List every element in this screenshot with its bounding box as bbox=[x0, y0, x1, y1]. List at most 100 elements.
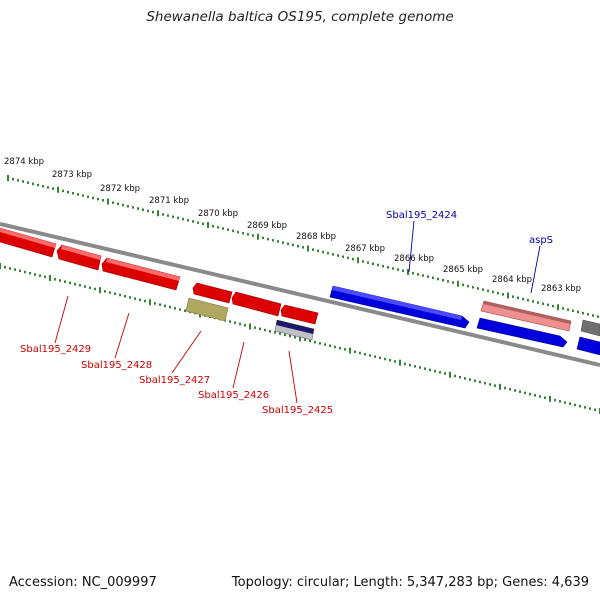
minor-tick bbox=[79, 284, 81, 287]
minor-tick bbox=[364, 352, 366, 356]
minor-tick bbox=[264, 328, 266, 332]
minor-tick bbox=[142, 208, 144, 211]
label-leaders bbox=[54, 220, 541, 404]
minor-tick bbox=[34, 273, 36, 276]
minor-tick bbox=[239, 322, 241, 326]
minor-tick bbox=[489, 383, 491, 386]
minor-tick bbox=[267, 237, 269, 241]
minor-tick bbox=[487, 289, 489, 293]
minor-tick bbox=[337, 254, 339, 257]
minor-tick bbox=[504, 386, 506, 390]
minor-tick bbox=[102, 199, 104, 202]
minor-tick bbox=[279, 332, 281, 335]
minor-tick bbox=[464, 377, 466, 380]
kbp-label: 2868 kbp bbox=[296, 232, 336, 242]
gene-label-sbal195-2427[interactable]: Sbal195_2427 bbox=[139, 375, 210, 386]
minor-tick bbox=[277, 240, 279, 243]
minor-tick bbox=[94, 287, 96, 291]
major-tick bbox=[249, 323, 251, 330]
minor-tick bbox=[74, 282, 76, 286]
minor-tick bbox=[272, 239, 274, 242]
minor-tick bbox=[187, 219, 189, 222]
minor-tick bbox=[37, 183, 39, 187]
minor-tick bbox=[237, 230, 239, 234]
minor-tick bbox=[582, 311, 584, 315]
minor-tick bbox=[184, 309, 186, 312]
gene-label-sbal195-2424[interactable]: Sbal195_2424 bbox=[386, 210, 457, 221]
minor-tick bbox=[137, 207, 139, 210]
minor-tick bbox=[327, 251, 329, 255]
minor-tick bbox=[174, 307, 176, 310]
gene-sbal195-2425-a[interactable] bbox=[280, 304, 319, 325]
minor-tick bbox=[324, 343, 326, 346]
minor-tick bbox=[362, 260, 364, 263]
minor-tick bbox=[112, 201, 114, 204]
pseudo-feature-sbal195-2427[interactable] bbox=[185, 297, 229, 322]
minor-tick bbox=[497, 291, 499, 295]
minor-tick bbox=[514, 389, 516, 392]
minor-tick bbox=[227, 228, 229, 231]
grey-feature[interactable] bbox=[580, 319, 600, 337]
gene-label-sbal195-2425[interactable]: Sbal195_2425 bbox=[262, 405, 333, 416]
major-tick bbox=[407, 269, 409, 275]
minor-tick bbox=[229, 320, 231, 323]
gene-forward-2[interactable] bbox=[476, 317, 568, 348]
major-tick bbox=[207, 222, 209, 228]
minor-tick bbox=[577, 310, 579, 314]
gene-label-sbal195-2426[interactable]: Sbal195_2426 bbox=[198, 390, 269, 401]
gene-label-sbal195-2428[interactable]: Sbal195_2428 bbox=[81, 360, 152, 371]
major-tick bbox=[107, 198, 109, 205]
minor-tick bbox=[77, 193, 79, 196]
major-tick bbox=[557, 304, 559, 311]
gene-sbal195-2426-b[interactable] bbox=[231, 291, 282, 317]
minor-tick bbox=[447, 280, 449, 283]
minor-tick bbox=[319, 342, 321, 345]
minor-tick bbox=[159, 303, 161, 306]
gene-forward-3[interactable] bbox=[576, 336, 600, 356]
minor-tick bbox=[127, 204, 129, 208]
minor-tick bbox=[342, 255, 344, 258]
minor-tick bbox=[134, 297, 136, 300]
minor-tick bbox=[129, 296, 131, 299]
minor-tick bbox=[404, 362, 406, 366]
minor-tick bbox=[382, 264, 384, 268]
gene-label-sbal195-2429[interactable]: Sbal195_2429 bbox=[20, 344, 91, 355]
minor-tick bbox=[259, 327, 261, 331]
minor-tick bbox=[182, 217, 184, 221]
minor-tick bbox=[592, 314, 594, 317]
topology-text: Topology: circular; Length: 5,347,283 bp… bbox=[231, 575, 589, 590]
minor-tick bbox=[424, 367, 426, 370]
minor-tick bbox=[84, 285, 86, 288]
minor-tick bbox=[434, 369, 436, 373]
kbp-label: 2874 kbp bbox=[4, 157, 44, 167]
minor-tick bbox=[379, 356, 381, 360]
minor-tick bbox=[252, 234, 254, 237]
major-tick bbox=[49, 275, 51, 282]
minor-tick bbox=[164, 304, 166, 308]
minor-tick bbox=[17, 179, 19, 182]
minor-tick bbox=[579, 404, 581, 408]
minor-tick bbox=[69, 281, 71, 285]
major-tick bbox=[399, 359, 401, 366]
minor-tick bbox=[332, 253, 334, 256]
genome-backbone bbox=[0, 222, 600, 367]
minor-tick bbox=[522, 297, 524, 301]
minor-tick bbox=[444, 372, 446, 375]
minor-tick bbox=[494, 384, 496, 387]
minor-tick bbox=[339, 346, 341, 350]
minor-tick bbox=[197, 221, 199, 224]
minor-tick bbox=[419, 366, 421, 369]
minor-tick bbox=[64, 280, 66, 283]
minor-tick bbox=[344, 348, 346, 351]
minor-tick bbox=[202, 222, 204, 226]
major-tick bbox=[99, 287, 101, 294]
minor-tick bbox=[269, 330, 271, 333]
minor-tick bbox=[254, 326, 256, 329]
gene-sbal195-2426-a[interactable] bbox=[192, 282, 233, 304]
minor-tick bbox=[402, 269, 404, 273]
major-tick bbox=[457, 280, 459, 287]
minor-tick bbox=[367, 261, 369, 264]
gene-label-asps[interactable]: aspS bbox=[529, 235, 553, 246]
major-tick bbox=[257, 233, 259, 240]
minor-tick bbox=[162, 213, 164, 216]
